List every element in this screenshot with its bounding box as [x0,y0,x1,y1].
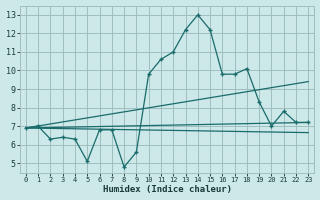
X-axis label: Humidex (Indice chaleur): Humidex (Indice chaleur) [103,185,232,194]
